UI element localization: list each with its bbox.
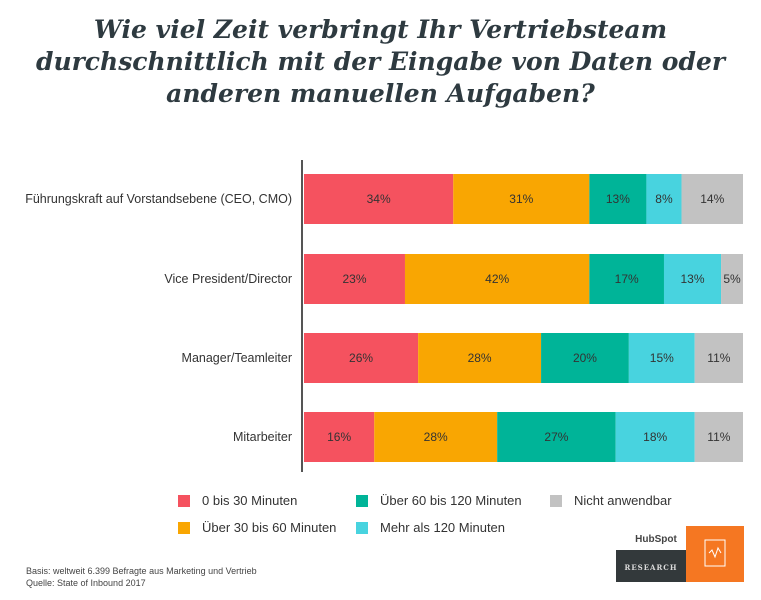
bar-segment	[304, 412, 375, 462]
data-label: 26%	[349, 351, 373, 365]
basis-note: Basis: weltweit 6.399 Befragte aus Marke…	[26, 566, 257, 576]
legend-swatch	[356, 521, 368, 534]
bar-segment	[497, 412, 616, 462]
data-label: 17%	[615, 272, 639, 286]
data-label: 18%	[643, 430, 667, 444]
category-label: Manager/Teamleiter	[182, 351, 292, 365]
legend-item: Über 60 bis 120 Minuten	[356, 493, 522, 508]
footnote: Basis: weltweit 6.399 Befragte aus Marke…	[26, 565, 257, 589]
legend-item: Mehr als 120 Minuten	[356, 520, 505, 535]
category-label: Mitarbeiter	[233, 430, 292, 444]
bar-segment	[721, 254, 743, 304]
legend-item: 0 bis 30 Minuten	[178, 493, 297, 508]
data-label: 11%	[707, 430, 730, 444]
data-label: 42%	[485, 272, 509, 286]
legend-item: Über 30 bis 60 Minuten	[178, 520, 336, 535]
legend-swatch	[178, 521, 190, 534]
hubspot-research-logo: HubSpot RESEARCH	[616, 526, 744, 582]
data-label: 28%	[468, 351, 492, 365]
bar-segment	[404, 254, 590, 304]
data-label: 14%	[700, 192, 724, 206]
data-label: 34%	[367, 192, 391, 206]
title-line: durchschnittlich mit der Eingabe von Dat…	[35, 47, 726, 76]
bar-segment	[694, 333, 743, 383]
bar-segment	[541, 333, 629, 383]
data-label: 8%	[655, 192, 673, 206]
data-label: 13%	[680, 272, 704, 286]
legend-label: Über 30 bis 60 Minuten	[202, 520, 337, 535]
source-note: Quelle: State of Inbound 2017	[26, 578, 146, 588]
bar-segment	[589, 254, 664, 304]
legend-item: Nicht anwendbar	[550, 493, 672, 508]
data-label: 5%	[723, 272, 741, 286]
data-label: 23%	[342, 272, 366, 286]
bar-segment	[694, 412, 743, 462]
data-label: 11%	[707, 351, 730, 365]
svg-text:HubSpot: HubSpot	[635, 534, 677, 545]
data-label: 13%	[606, 192, 630, 206]
legend-label: Über 60 bis 120 Minuten	[380, 493, 522, 508]
bar-segment	[589, 174, 647, 224]
title-line: anderen manuellen Aufgaben?	[166, 79, 595, 108]
category-label: Vice President/Director	[164, 272, 292, 286]
bar-segment	[374, 412, 498, 462]
bar-segment	[304, 174, 454, 224]
legend-label: Nicht anwendbar	[574, 493, 672, 508]
bar-segment	[453, 174, 590, 224]
bar-segment	[615, 412, 695, 462]
legend-swatch	[356, 494, 368, 507]
bar-segment	[304, 333, 419, 383]
legend-label: Mehr als 120 Minuten	[380, 520, 506, 535]
chart-title: Wie viel Zeit verbringt Ihr Vertriebstea…	[0, 14, 761, 110]
legend-swatch	[178, 494, 190, 507]
data-label: 28%	[424, 430, 448, 444]
bar-segment	[628, 333, 695, 383]
data-label: 31%	[509, 192, 533, 206]
title-line: Wie viel Zeit verbringt Ihr Vertriebstea…	[93, 15, 668, 44]
bar-segment	[304, 254, 405, 304]
bar-segment	[646, 174, 682, 224]
data-label: 16%	[327, 430, 351, 444]
bar-segment	[681, 174, 743, 224]
svg-text:RESEARCH: RESEARCH	[625, 563, 678, 572]
legend-swatch	[550, 494, 562, 507]
data-label: 15%	[650, 351, 674, 365]
legend-label: 0 bis 30 Minuten	[202, 493, 298, 508]
data-label: 27%	[544, 430, 568, 444]
category-label: Führungskraft auf Vorstandsebene (CEO, C…	[25, 192, 292, 206]
bar-segment	[418, 333, 542, 383]
data-label: 20%	[573, 351, 597, 365]
bar-segment	[663, 254, 722, 304]
